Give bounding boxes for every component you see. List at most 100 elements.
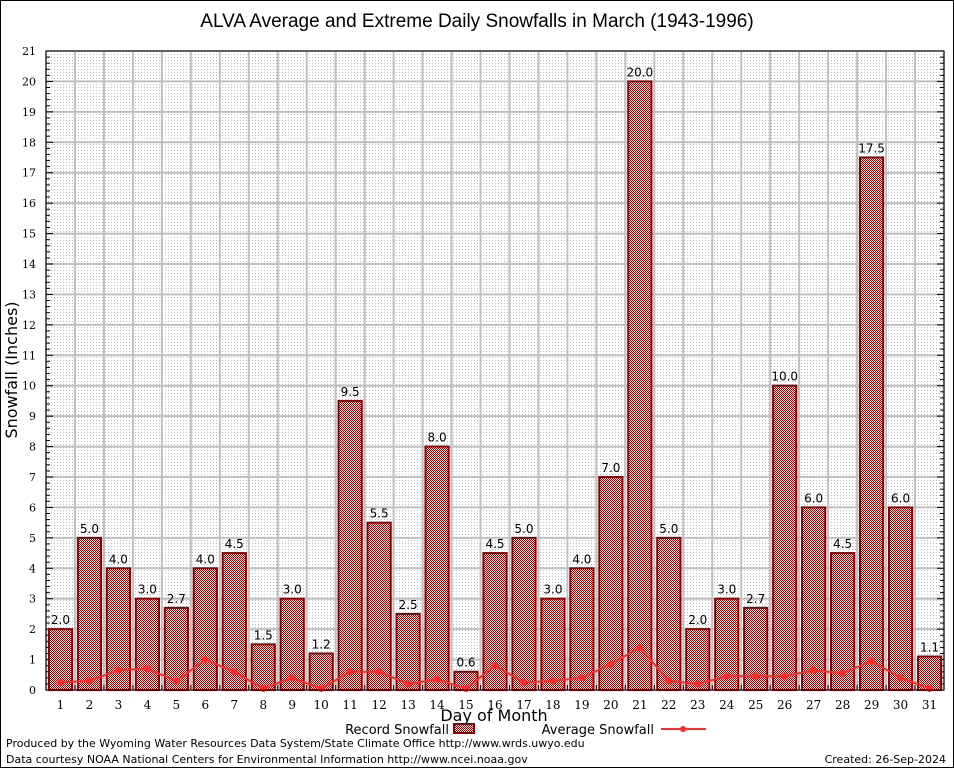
record-bar-value: 7.0 (601, 461, 620, 475)
record-bar-value: 6.0 (891, 491, 910, 505)
x-tick-label: 23 (690, 698, 705, 712)
y-tick-label: 19 (22, 106, 36, 119)
record-bar (887, 506, 914, 691)
y-tick-label: 12 (22, 319, 36, 332)
record-bar-value: 8.0 (428, 431, 447, 445)
x-tick-label: 21 (632, 698, 647, 712)
x-tick-label: 11 (343, 698, 358, 712)
average-point (665, 677, 673, 685)
record-bar-value: 2.0 (688, 613, 707, 627)
average-point (404, 680, 412, 688)
record-bar-value: 5.5 (370, 507, 389, 521)
record-bar-value: 2.7 (167, 592, 186, 606)
average-point (752, 672, 760, 680)
record-bar-value: 4.5 (833, 537, 852, 551)
x-axis: 1 2 3 4 5 6 7 8 9 10 11 12 13 14 15 16 17 18 19 20 21 22 23 24 2… (45, 685, 945, 712)
footer-created: Created: 26-Sep-2024 (825, 753, 946, 766)
average-point (636, 643, 644, 651)
average-point (317, 684, 325, 692)
y-tick-label: 4 (29, 562, 36, 575)
x-tick-label: 27 (806, 698, 821, 712)
average-point (578, 674, 586, 682)
average-point (433, 675, 441, 683)
average-point (868, 657, 876, 665)
average-point (781, 672, 789, 680)
x-tick-label: 30 (893, 698, 908, 712)
record-bar-labels: 2.0 5.0 4.0 3.0 2.7 4.0 4.5 1.5 3.0 1.2 9.5 5.5 2.5 8… (51, 65, 939, 669)
x-tick-label: 5 (173, 698, 181, 712)
average-point (491, 662, 499, 670)
x-tick-label: 14 (429, 698, 445, 712)
x-tick-label: 15 (458, 698, 473, 712)
legend-record-label: Record Snowfall (345, 723, 449, 738)
record-bar (192, 567, 218, 691)
average-point (172, 677, 180, 685)
record-bar-value: 17.5 (858, 142, 885, 156)
x-tick-label: 28 (835, 698, 850, 712)
y-tick-label: 21 (22, 45, 36, 58)
y-tick-label: 5 (29, 532, 36, 545)
record-bar (337, 399, 363, 691)
x-tick-label: 7 (230, 698, 238, 712)
record-bar (598, 476, 624, 691)
record-bar (511, 536, 537, 691)
y-tick-label: 8 (29, 441, 36, 454)
footer-produced-by: Produced by the Wyoming Water Resources … (6, 737, 585, 750)
record-bar-value: 3.0 (717, 583, 736, 597)
average-point (926, 684, 934, 692)
average-point (897, 674, 905, 682)
average-point (201, 656, 209, 664)
x-tick-label: 4 (144, 698, 152, 712)
y-tick-label: 18 (22, 136, 36, 149)
x-tick-label: 13 (400, 698, 415, 712)
record-bar (76, 536, 103, 691)
average-point (56, 678, 64, 686)
x-tick-label: 6 (202, 698, 210, 712)
x-tick-label: 1 (57, 698, 65, 712)
record-bar-value: 4.5 (485, 537, 504, 551)
x-tick-label: 8 (259, 698, 267, 712)
record-bar-value: 5.0 (80, 522, 99, 536)
x-tick-label: 26 (777, 698, 792, 712)
average-point (723, 672, 731, 680)
y-tick-label: 9 (29, 410, 36, 423)
y-tick-label: 20 (22, 75, 36, 88)
legend: Record Snowfall Average Snowfall (345, 723, 706, 738)
record-bar (772, 384, 798, 691)
y-tick-label: 13 (22, 288, 36, 301)
plot-border (45, 50, 945, 691)
record-bar-value: 0.6 (456, 656, 475, 670)
x-tick-label: 25 (748, 698, 763, 712)
record-bar-value: 3.0 (543, 583, 562, 597)
record-bar (656, 536, 682, 691)
record-bar (858, 156, 885, 691)
average-point (85, 677, 93, 685)
average-point (114, 666, 122, 674)
x-tick-label: 22 (661, 698, 676, 712)
record-bars (47, 80, 943, 692)
record-bar (540, 597, 566, 692)
x-tick-label: 24 (719, 698, 735, 712)
legend-average-marker (680, 726, 686, 732)
record-bar (801, 506, 827, 691)
x-tick-label: 3 (115, 698, 123, 712)
x-tick-label: 9 (288, 698, 296, 712)
record-bar-value: 2.7 (746, 592, 765, 606)
average-point (288, 674, 296, 682)
average-point (520, 678, 528, 686)
y-tick-label: 15 (22, 228, 36, 241)
y-tick-label: 6 (29, 501, 36, 514)
footer-data-courtesy: Data courtesy NOAA National Centers for … (6, 753, 528, 766)
record-bar (569, 567, 595, 691)
y-tick-label: 17 (22, 167, 36, 180)
average-line (56, 643, 934, 692)
x-tick-label: 29 (864, 698, 879, 712)
average-point (346, 668, 354, 676)
record-bar-value: 2.0 (51, 613, 70, 627)
record-bar-value: 4.0 (196, 552, 215, 566)
average-point (607, 660, 615, 668)
legend-average-label: Average Snowfall (542, 723, 654, 738)
y-tick-label: 10 (22, 380, 36, 393)
record-bar-value: 1.5 (254, 628, 273, 642)
